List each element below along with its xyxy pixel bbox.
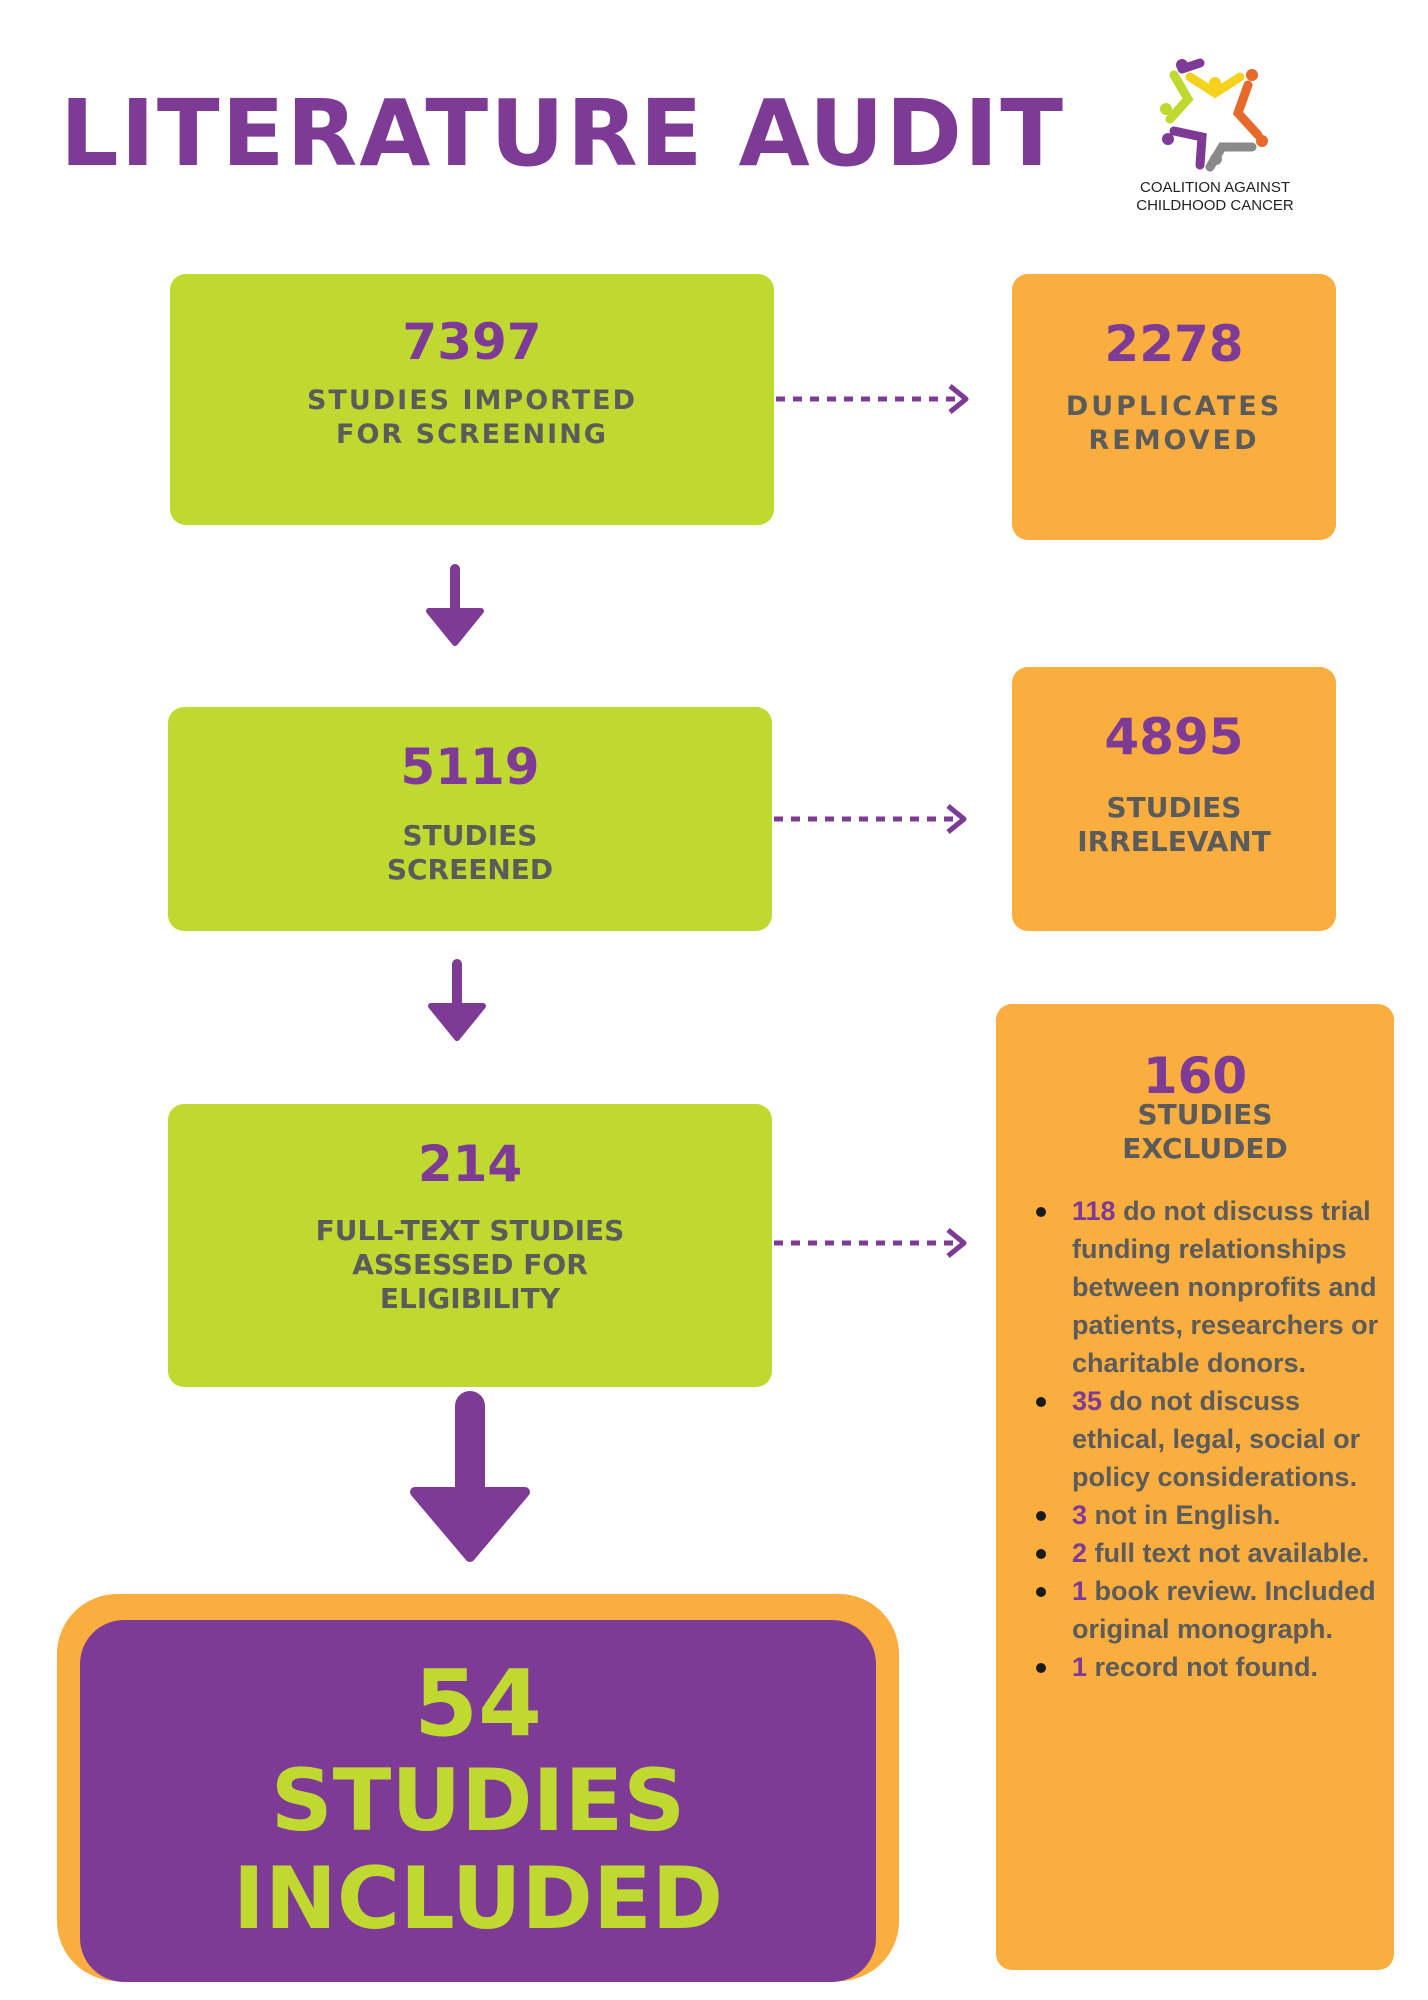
step-number: 5119 — [400, 738, 540, 796]
removed-label-line: IRRELEVANT — [1077, 825, 1271, 858]
coalition-logo: COALITION AGAINST CHILDHOOD CANCER — [1120, 55, 1310, 225]
list-item: 35 do not discuss ethical, legal, social… — [1036, 1382, 1396, 1496]
list-item: 2 full text not available. — [1036, 1534, 1396, 1572]
dotted-arrow-right — [774, 1228, 967, 1258]
step-label-line: STUDIES IMPORTED — [306, 385, 638, 416]
logo-line-2: CHILDHOOD CANCER — [1136, 197, 1294, 214]
step-label-line: FOR SCREENING — [336, 419, 608, 450]
excluded-number: 160 — [1142, 1047, 1248, 1105]
reason-text: record not found. — [1087, 1652, 1319, 1682]
removed-box-irrelevant: 4895 STUDIES IRRELEVANT — [1012, 667, 1336, 931]
step-label-line: STUDIES — [402, 819, 538, 852]
reason-text: do not discuss ethical, legal, social or… — [1072, 1386, 1361, 1492]
removed-number: 2278 — [1104, 315, 1244, 373]
step-number: 7397 — [402, 313, 542, 371]
excluded-label-line: STUDIES — [1137, 1098, 1273, 1131]
reason-text: do not discuss trial funding relationshi… — [1072, 1196, 1379, 1378]
removed-label-line: REMOVED — [1088, 425, 1260, 456]
reason-count: 35 — [1072, 1386, 1103, 1416]
dotted-arrow-right — [774, 804, 967, 834]
bullet-icon — [1036, 1663, 1046, 1673]
bullet-icon — [1036, 1207, 1046, 1217]
reason-text: full text not available. — [1087, 1538, 1370, 1568]
final-number: 54 — [413, 1650, 543, 1757]
step-label-line: ASSESSED FOR — [352, 1248, 588, 1281]
logo-line-1: COALITION AGAINST — [1139, 179, 1291, 196]
people-circle-logo-icon — [1160, 58, 1268, 172]
down-arrow — [426, 564, 484, 646]
excluded-label-line: EXCLUDED — [1122, 1132, 1288, 1165]
large-down-arrow — [410, 1391, 530, 1562]
reason-count: 1 — [1072, 1576, 1088, 1606]
bullet-icon — [1036, 1549, 1046, 1559]
list-item: 1 record not found. — [1036, 1648, 1396, 1686]
step-box-imported: 7397 STUDIES IMPORTED FOR SCREENING — [170, 274, 774, 525]
step-number: 214 — [417, 1135, 523, 1193]
removed-box-duplicates: 2278 DUPLICATES REMOVED — [1012, 274, 1336, 540]
dotted-arrow-right — [776, 384, 969, 414]
removed-label-line: STUDIES — [1106, 791, 1242, 824]
final-label-line: INCLUDED — [232, 1849, 724, 1949]
down-arrow — [428, 959, 486, 1041]
reason-count: 1 — [1072, 1652, 1088, 1682]
step-label-line: SCREENED — [386, 853, 554, 886]
removed-label-line: DUPLICATES — [1065, 391, 1283, 422]
step-box-full-text: 214 FULL-TEXT STUDIES ASSESSED FOR ELIGI… — [168, 1104, 772, 1387]
reason-text: not in English. — [1087, 1500, 1281, 1530]
step-label-line: FULL-TEXT STUDIES — [315, 1214, 625, 1247]
bullet-icon — [1036, 1511, 1046, 1521]
bullet-icon — [1036, 1587, 1046, 1597]
reason-count: 118 — [1072, 1196, 1116, 1226]
list-item: 1 book review. Included original monogra… — [1036, 1572, 1396, 1648]
list-item: 3 not in English. — [1036, 1496, 1396, 1534]
bullet-icon — [1036, 1397, 1046, 1407]
step-label-line: ELIGIBILITY — [379, 1282, 561, 1315]
reason-count: 2 — [1072, 1538, 1088, 1568]
excluded-box: 160 STUDIES EXCLUDED — [996, 1004, 1394, 1970]
reason-text: book review. Included original monograph… — [1072, 1576, 1376, 1644]
list-item: 118 do not discuss trial funding relatio… — [1036, 1192, 1396, 1382]
final-box: 54 STUDIES INCLUDED — [80, 1620, 876, 1982]
page-title: LITERATURE AUDIT — [60, 80, 1065, 187]
reason-count: 3 — [1072, 1500, 1088, 1530]
removed-number: 4895 — [1104, 708, 1244, 766]
final-label-line: STUDIES — [270, 1751, 686, 1851]
exclusion-reasons-list: 118 do not discuss trial funding relatio… — [1036, 1192, 1396, 1686]
step-box-screened: 5119 STUDIES SCREENED — [168, 707, 772, 931]
logo-caption: COALITION AGAINST CHILDHOOD CANCER — [1120, 179, 1310, 215]
